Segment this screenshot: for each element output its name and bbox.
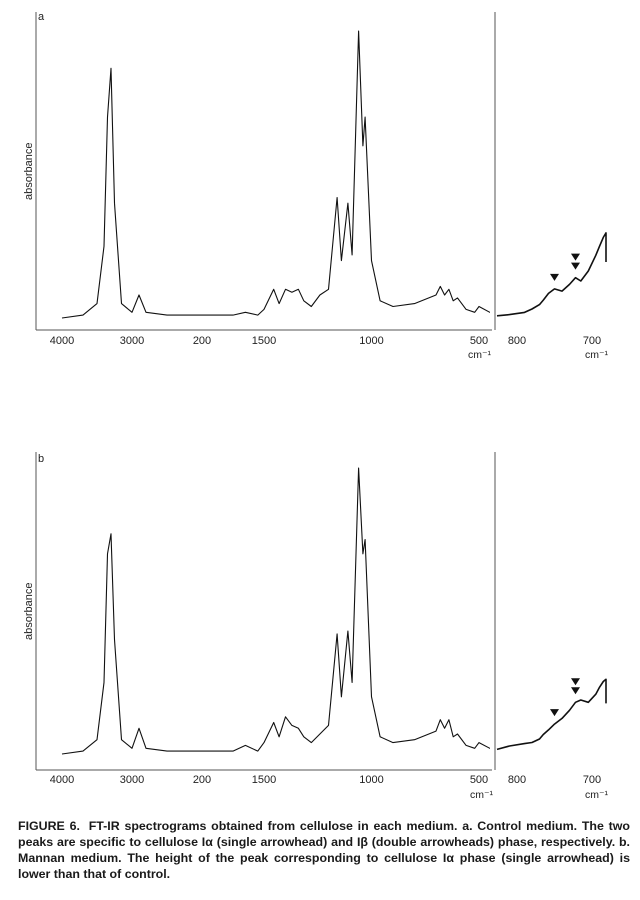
b-single-arrowhead	[550, 709, 559, 717]
b-main-tick-label: 1500	[252, 774, 276, 786]
b-main-tick-label: 1000	[359, 774, 383, 786]
panel-a-arrowheads	[550, 253, 580, 281]
b-inset-tick-label: 800	[508, 774, 526, 786]
b-double-arrowhead-lower	[571, 687, 580, 695]
a-main-tick-label: 500	[470, 335, 488, 347]
a-main-tick-label: 1500	[252, 335, 276, 347]
a-inset-tick-label: 700	[583, 335, 601, 347]
panel-a-main-unit: cm⁻¹	[468, 349, 492, 361]
ftir-figure: a absorbance 4000 3000 200 1500 1000 500 800 7…	[23, 11, 609, 800]
panel-b-inset-unit: cm⁻¹	[585, 789, 609, 800]
a-main-tick-label: 4000	[50, 335, 74, 347]
panel-b-inset-line	[496, 678, 607, 751]
b-main-tick-label: 500	[470, 774, 488, 786]
panel-b-main-ticks: 4000 3000 200 1500 1000 500	[50, 774, 488, 786]
panel-a-ylabel: absorbance	[23, 143, 35, 201]
panel-a-chart: a absorbance 4000 3000 200 1500 1000 500 800 7…	[23, 11, 609, 361]
panel-b-arrowheads	[550, 678, 580, 717]
figure-label: FIGURE 6.	[18, 819, 80, 833]
panel-a-letter: a	[38, 11, 45, 23]
panel-b-letter: b	[38, 453, 44, 465]
panel-b-inset-ticks: 800 700	[508, 774, 601, 786]
b-main-tick-label: 4000	[50, 774, 74, 786]
panel-b-main-unit: cm⁻¹	[470, 789, 494, 800]
a-main-tick-label: 200	[193, 335, 211, 347]
a-single-arrowhead	[550, 273, 559, 281]
a-main-tick-label: 3000	[120, 335, 144, 347]
panel-a-inset-ticks: 800 700	[508, 335, 601, 347]
a-double-arrowhead-lower	[571, 262, 580, 270]
panel-b-ylabel: absorbance	[23, 583, 35, 641]
b-inset-tick-label: 700	[583, 774, 601, 786]
panel-a-spectrum-line	[61, 30, 491, 319]
panel-a-inset-unit: cm⁻¹	[585, 349, 609, 361]
a-double-arrowhead-upper	[571, 253, 580, 261]
figure-caption: FIGURE 6. FT-IR spectrograms obtained fr…	[18, 818, 630, 882]
panel-b-spectrum-line	[61, 467, 491, 755]
b-main-tick-label: 3000	[120, 774, 144, 786]
b-main-tick-label: 200	[193, 774, 211, 786]
panel-a-inset-line	[496, 232, 607, 317]
panel-b-chart: b absorbance 4000 3000 200 1500 1000 500 800 7…	[23, 452, 609, 800]
b-double-arrowhead-upper	[571, 678, 580, 686]
caption-text: FT-IR spectrograms obtained from cellulo…	[18, 819, 630, 881]
panel-a-main-ticks: 4000 3000 200 1500 1000 500	[50, 335, 488, 347]
a-inset-tick-label: 800	[508, 335, 526, 347]
a-main-tick-label: 1000	[359, 335, 383, 347]
